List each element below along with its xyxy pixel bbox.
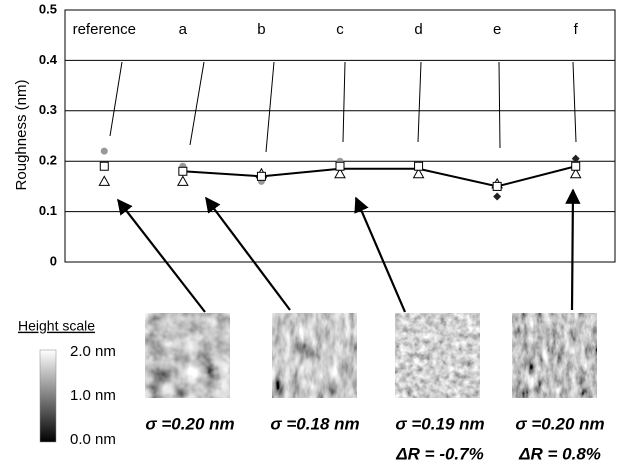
y-tick-label: 0.2 <box>39 153 57 168</box>
point <box>100 162 108 170</box>
point <box>336 162 344 170</box>
series-line <box>183 166 576 186</box>
point <box>493 182 501 190</box>
category-label: b <box>257 21 265 38</box>
afm-image <box>272 313 357 398</box>
point <box>101 148 108 155</box>
leader-lines <box>110 62 576 152</box>
point <box>99 176 109 185</box>
plot-frame <box>65 10 615 262</box>
point <box>178 176 188 185</box>
afm-image <box>145 313 230 398</box>
y-tick-label: 0.3 <box>39 102 57 117</box>
figure: Roughness (nm) 0 0.1 0.2 0.3 0.4 0.5 reference… <box>0 0 620 468</box>
category-label: d <box>414 21 422 38</box>
scale-label: 2.0 nm <box>70 343 116 360</box>
point <box>415 162 423 170</box>
point <box>257 172 265 180</box>
scale-label: 0.0 nm <box>70 431 116 448</box>
caption: σ =0.20 nm <box>145 414 234 433</box>
color-bar <box>40 350 56 442</box>
caption: σ =0.18 nm <box>270 414 359 433</box>
point <box>179 167 187 175</box>
y-tick-label: 0.4 <box>39 52 58 67</box>
scale-title: Height scale <box>18 318 95 334</box>
afm-image <box>395 313 480 398</box>
y-tick-label: 0.5 <box>39 1 57 16</box>
page: {"chart_data": {"type": "line", "y_label… <box>0 0 620 473</box>
plot: 0 0.1 0.2 0.3 0.4 0.5 reference a b c d e f <box>39 1 615 268</box>
category-label: e <box>493 21 501 38</box>
caption: σ =0.19 nm <box>395 414 484 433</box>
arrows <box>118 190 573 312</box>
y-tick-label: 0.1 <box>39 203 57 218</box>
point <box>572 162 580 170</box>
category-label: reference <box>73 21 136 38</box>
afm-image <box>512 313 597 398</box>
category-label: c <box>336 21 344 38</box>
category-label: a <box>179 21 188 38</box>
caption: σ =0.20 nm <box>515 414 604 433</box>
point <box>493 192 501 200</box>
y-tick-label: 0 <box>50 253 57 268</box>
scale-label: 1.0 nm <box>70 387 116 404</box>
delta-label: ΔR = -0.7% <box>395 444 483 463</box>
delta-label: ΔR = 0.8% <box>518 444 601 463</box>
y-axis-label: Roughness (nm) <box>13 80 30 191</box>
category-label: f <box>574 21 579 38</box>
